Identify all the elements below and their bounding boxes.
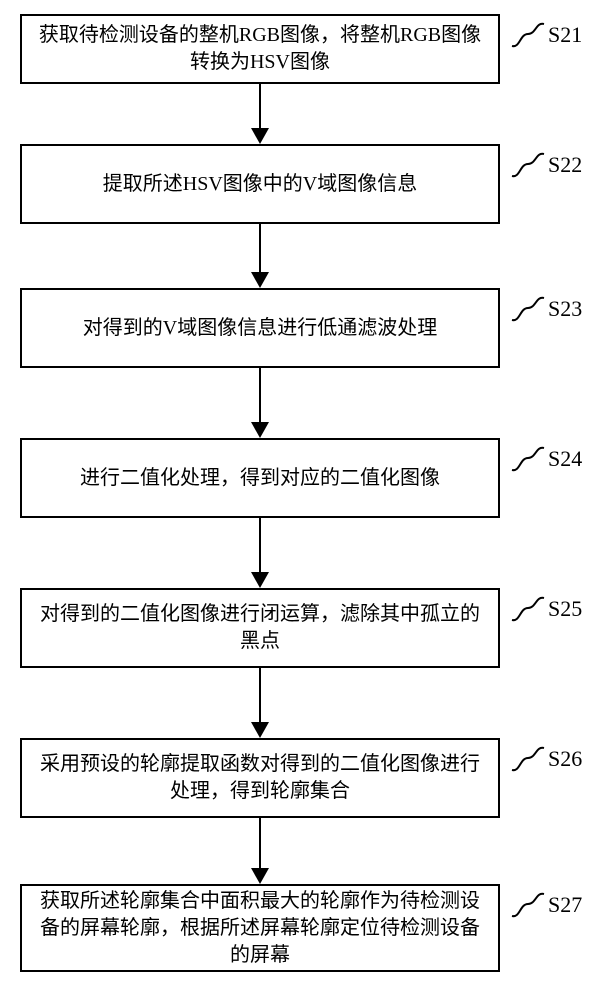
arrow-line-3 <box>259 518 261 572</box>
step-box-s23: 对得到的V域图像信息进行低通滤波处理 <box>20 288 500 368</box>
arrow-line-1 <box>259 224 261 272</box>
step-text-s22: 提取所述HSV图像中的V域图像信息 <box>103 171 417 198</box>
step-text-s27: 获取所述轮廓集合中面积最大的轮廓作为待检测设备的屏幕轮廓，根据所述屏幕轮廓定位待… <box>32 888 488 969</box>
arrow-head-0 <box>251 128 269 144</box>
arrow-head-1 <box>251 272 269 288</box>
wave-connector-s24 <box>510 444 546 474</box>
step-box-s26: 采用预设的轮廓提取函数对得到的二值化图像进行处理，得到轮廓集合 <box>20 738 500 818</box>
step-label-s24: S24 <box>548 446 582 472</box>
step-label-s27: S27 <box>548 892 582 918</box>
step-label-s26: S26 <box>548 746 582 772</box>
step-text-s23: 对得到的V域图像信息进行低通滤波处理 <box>83 315 437 342</box>
arrow-head-5 <box>251 868 269 884</box>
step-box-s25: 对得到的二值化图像进行闭运算，滤除其中孤立的黑点 <box>20 588 500 668</box>
step-box-s24: 进行二值化处理，得到对应的二值化图像 <box>20 438 500 518</box>
wave-connector-s21 <box>510 20 546 50</box>
step-label-s25: S25 <box>548 596 582 622</box>
step-box-s21: 获取待检测设备的整机RGB图像，将整机RGB图像转换为HSV图像 <box>20 14 500 84</box>
step-text-s26: 采用预设的轮廓提取函数对得到的二值化图像进行处理，得到轮廓集合 <box>32 751 488 805</box>
wave-connector-s22 <box>510 150 546 180</box>
arrow-head-4 <box>251 722 269 738</box>
step-label-s22: S22 <box>548 152 582 178</box>
arrow-line-2 <box>259 368 261 422</box>
step-box-s27: 获取所述轮廓集合中面积最大的轮廓作为待检测设备的屏幕轮廓，根据所述屏幕轮廓定位待… <box>20 884 500 972</box>
step-text-s24: 进行二值化处理，得到对应的二值化图像 <box>80 465 440 492</box>
step-text-s21: 获取待检测设备的整机RGB图像，将整机RGB图像转换为HSV图像 <box>32 22 488 76</box>
flowchart-canvas: 获取待检测设备的整机RGB图像，将整机RGB图像转换为HSV图像 S21 提取所述H… <box>0 0 597 1000</box>
arrow-line-0 <box>259 84 261 128</box>
arrow-head-2 <box>251 422 269 438</box>
wave-connector-s23 <box>510 294 546 324</box>
arrow-line-4 <box>259 668 261 722</box>
arrow-line-5 <box>259 818 261 868</box>
step-label-s21: S21 <box>548 22 582 48</box>
step-text-s25: 对得到的二值化图像进行闭运算，滤除其中孤立的黑点 <box>32 601 488 655</box>
wave-connector-s27 <box>510 890 546 920</box>
step-label-s23: S23 <box>548 296 582 322</box>
wave-connector-s26 <box>510 744 546 774</box>
step-box-s22: 提取所述HSV图像中的V域图像信息 <box>20 144 500 224</box>
wave-connector-s25 <box>510 594 546 624</box>
arrow-head-3 <box>251 572 269 588</box>
